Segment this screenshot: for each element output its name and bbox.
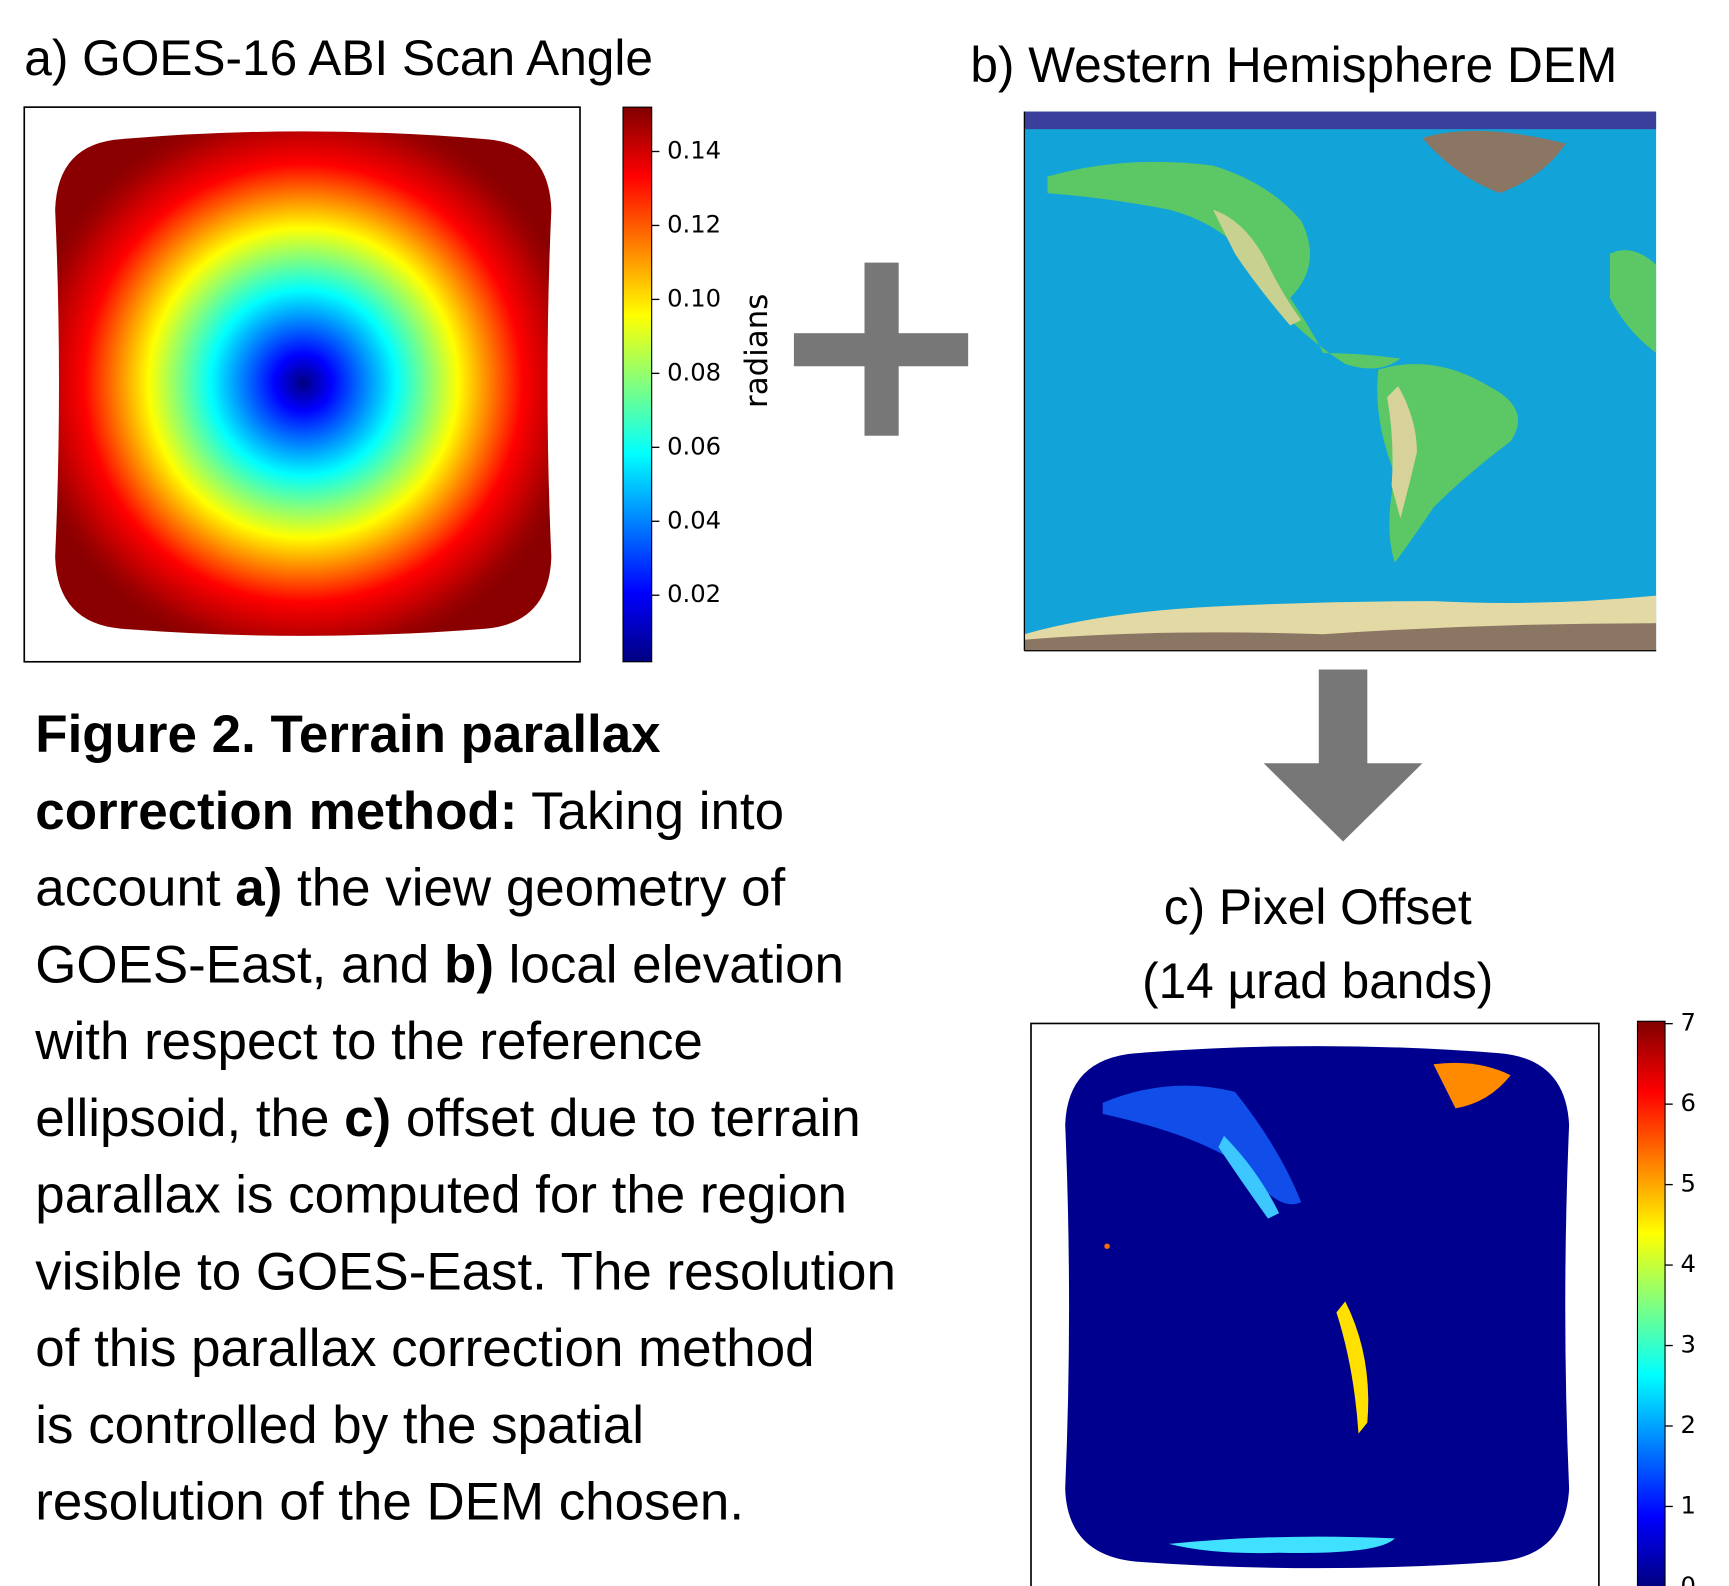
- caption-text: Taking into: [517, 782, 784, 841]
- colorbar-ticks: 0.02 0.04 0.06 0.08 0.10 0.12 0.14: [652, 136, 721, 609]
- colorbar-label: radians: [739, 294, 775, 408]
- caption-line: parallax is computed for the region: [35, 1166, 847, 1225]
- tick-label: 0.06: [667, 431, 721, 460]
- caption-line: Figure 2. Terrain parallax: [35, 705, 661, 764]
- colorbar: [1637, 1021, 1665, 1586]
- tick-label: 0: [1680, 1571, 1695, 1586]
- caption-text: b): [444, 935, 494, 994]
- caption-text: is controlled by the spatial: [35, 1396, 644, 1455]
- caption-text: GOES-East, and: [35, 935, 444, 994]
- caption-line: of this parallax correction method: [35, 1319, 814, 1378]
- scan-angle-map: [55, 131, 551, 635]
- caption-text: a): [235, 859, 282, 918]
- panel-title: (14 µrad bands): [1142, 953, 1493, 1009]
- caption-line: correction method: Taking into: [35, 782, 784, 841]
- caption-text: correction method:: [35, 782, 517, 841]
- tick-label: 0.04: [667, 505, 721, 534]
- tick-label: 1: [1680, 1490, 1695, 1519]
- tick-label: 0.08: [667, 357, 721, 386]
- page: a) GOES-16 ABI Scan Angle radians 0.020.…: [0, 0, 1729, 1586]
- tick-label: 0.12: [667, 209, 721, 238]
- tick-label: 0.10: [667, 283, 721, 312]
- caption: Figure 2. Terrain parallax correction met…: [34, 705, 896, 1531]
- caption-line: ellipsoid, the c) offset due to terrain: [35, 1089, 860, 1148]
- tick-label: 6: [1680, 1088, 1695, 1117]
- caption-text: with respect to the reference: [34, 1012, 703, 1071]
- figure: a) GOES-16 ABI Scan Angle radians 0.020.…: [0, 0, 1729, 1586]
- caption-line: GOES-East, and b) local elevation: [35, 935, 844, 994]
- colorbar: [623, 107, 652, 662]
- dem-map: [1024, 112, 1656, 651]
- caption-text: visible to GOES-East. The resolution: [35, 1242, 896, 1301]
- tick-label: 7: [1680, 1008, 1695, 1037]
- tick-label: 0.02: [667, 579, 721, 608]
- tick-label: 4: [1680, 1249, 1695, 1278]
- caption-text: account: [35, 859, 235, 918]
- tick-label: 2: [1680, 1410, 1695, 1439]
- panel-title: c) Pixel Offset: [1164, 879, 1472, 935]
- tick-label: 5: [1680, 1169, 1695, 1198]
- caption-line: resolution of the DEM chosen.: [35, 1473, 744, 1532]
- caption-line: with respect to the reference: [34, 1012, 703, 1071]
- caption-text: offset due to terrain: [391, 1089, 861, 1148]
- tick-label: 3: [1680, 1330, 1695, 1359]
- caption-text: resolution of the DEM chosen.: [35, 1473, 744, 1532]
- caption-text: Figure 2. Terrain parallax: [35, 705, 661, 764]
- caption-line: visible to GOES-East. The resolution: [35, 1242, 896, 1301]
- caption-text: the view geometry of: [282, 859, 785, 918]
- plus-sign: [794, 263, 968, 436]
- colorbar-ticks: 0 1 2 3 4 5 6 7: [1665, 1008, 1696, 1586]
- panel-title: b) Western Hemisphere DEM: [970, 37, 1617, 93]
- panel-title: a) GOES-16 ABI Scan Angle: [24, 30, 653, 86]
- caption-line: account a) the view geometry of: [35, 859, 785, 918]
- caption-text: ellipsoid, the: [35, 1089, 344, 1148]
- caption-text: c): [344, 1089, 391, 1148]
- pixel-offset-map: [1065, 1046, 1569, 1568]
- caption-text: of this parallax correction method: [35, 1319, 814, 1378]
- caption-line: is controlled by the spatial: [35, 1396, 644, 1455]
- tick-label: 0.14: [667, 136, 721, 165]
- arrow: [1264, 670, 1423, 842]
- caption-text: parallax is computed for the region: [35, 1166, 847, 1225]
- caption-text: local elevation: [494, 935, 844, 994]
